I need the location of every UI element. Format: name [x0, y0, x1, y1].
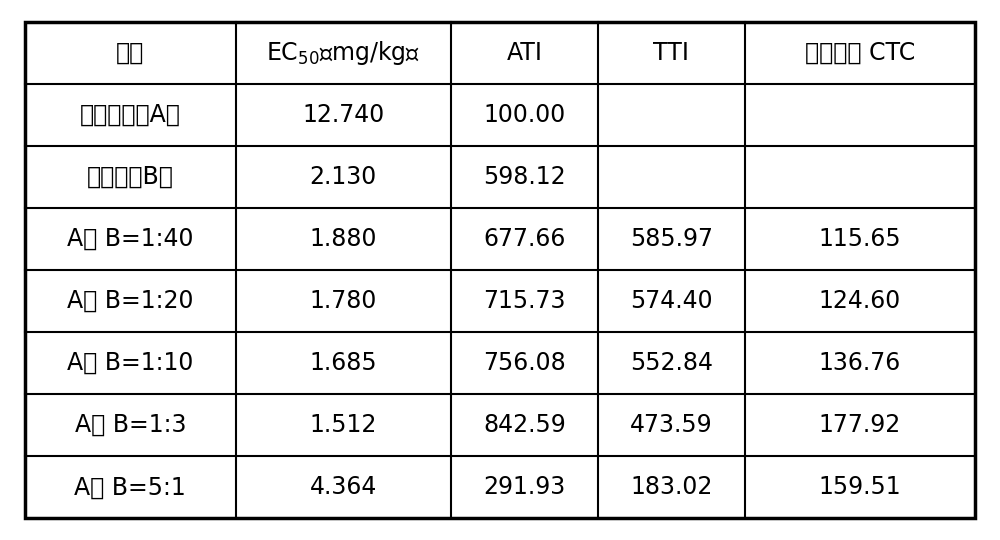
Text: 1.780: 1.780 — [310, 289, 377, 313]
Text: 12.740: 12.740 — [302, 103, 384, 127]
Text: A： B=1:40: A： B=1:40 — [67, 227, 194, 251]
Text: 715.73: 715.73 — [483, 289, 566, 313]
Text: A： B=5:1: A： B=5:1 — [74, 475, 186, 500]
Text: 473.59: 473.59 — [630, 413, 713, 437]
Text: 585.97: 585.97 — [630, 227, 713, 251]
Text: 精甲霖灵（A）: 精甲霖灵（A） — [80, 103, 181, 127]
Text: 552.84: 552.84 — [630, 351, 713, 375]
Text: 1.685: 1.685 — [309, 351, 377, 375]
Text: EC$_{50}$（mg/kg）: EC$_{50}$（mg/kg） — [266, 39, 420, 66]
Text: ATI: ATI — [506, 40, 542, 65]
Text: 2.130: 2.130 — [310, 165, 377, 189]
Text: 291.93: 291.93 — [483, 475, 566, 500]
Text: TTI: TTI — [653, 40, 689, 65]
Text: A： B=1:20: A： B=1:20 — [67, 289, 194, 313]
Text: 136.76: 136.76 — [819, 351, 901, 375]
Text: 183.02: 183.02 — [630, 475, 713, 500]
Text: 1.512: 1.512 — [310, 413, 377, 437]
Text: A： B=1:10: A： B=1:10 — [67, 351, 193, 375]
Text: 共毒系数 CTC: 共毒系数 CTC — [805, 40, 915, 65]
Text: 842.59: 842.59 — [483, 413, 566, 437]
Text: 177.92: 177.92 — [819, 413, 901, 437]
Text: 159.51: 159.51 — [819, 475, 901, 500]
Text: 574.40: 574.40 — [630, 289, 713, 313]
Text: A： B=1:3: A： B=1:3 — [75, 413, 186, 437]
Text: 677.66: 677.66 — [483, 227, 566, 251]
Text: 4.364: 4.364 — [310, 475, 377, 500]
Text: 598.12: 598.12 — [483, 165, 566, 189]
Text: 嘀菌酰（B）: 嘀菌酰（B） — [87, 165, 174, 189]
Text: 756.08: 756.08 — [483, 351, 566, 375]
Text: 124.60: 124.60 — [819, 289, 901, 313]
Text: 处理: 处理 — [116, 40, 144, 65]
Text: 115.65: 115.65 — [819, 227, 901, 251]
Text: 100.00: 100.00 — [483, 103, 566, 127]
Text: 1.880: 1.880 — [310, 227, 377, 251]
